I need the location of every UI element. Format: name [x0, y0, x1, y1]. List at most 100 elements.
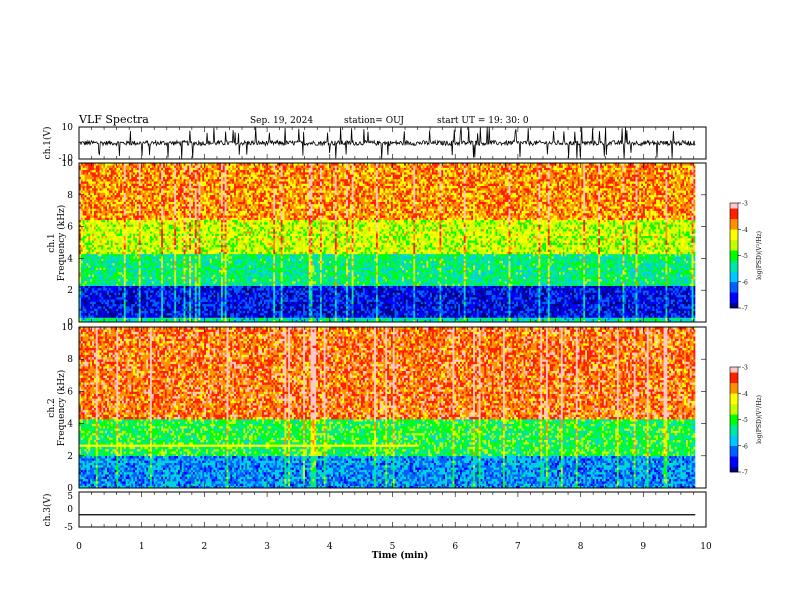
spectrogram-cell	[113, 181, 115, 184]
spectrogram-cell	[141, 258, 143, 261]
spectrogram-cell	[81, 308, 83, 311]
spectrogram-cell	[83, 204, 85, 207]
spectrogram-cell	[122, 306, 124, 309]
spectrogram-cell	[90, 208, 92, 211]
spectrogram-cell	[103, 302, 105, 305]
spectrogram-cell	[133, 183, 135, 186]
spectrogram-cell	[120, 193, 122, 196]
spectrogram-cell	[85, 204, 87, 207]
spectrogram-cell	[96, 193, 98, 196]
spectrogram-cell	[90, 304, 92, 307]
spectrogram-cell	[120, 279, 122, 282]
spectrogram-cell	[128, 311, 130, 314]
spectrogram-cell	[131, 308, 133, 311]
spectrogram-cell	[129, 233, 131, 236]
spectrogram-cell	[128, 261, 130, 264]
spectrogram-cell	[124, 202, 126, 205]
spectrogram-cell	[137, 174, 139, 177]
spectrogram-cell	[116, 261, 118, 264]
spectrogram-cell	[139, 193, 141, 196]
spectrogram-cell	[122, 183, 124, 186]
spectrogram-cell	[128, 208, 130, 211]
spectrogram-cell	[124, 270, 126, 273]
spectrogram-cell	[101, 233, 103, 236]
spectrogram-cell	[92, 272, 94, 275]
spectrogram-cell	[88, 290, 90, 293]
spectrogram-cell	[92, 302, 94, 305]
spectrogram-cell	[92, 190, 94, 193]
spectrogram-cell	[109, 165, 111, 168]
spectrogram-cell	[105, 256, 107, 259]
spectrogram-cell	[131, 258, 133, 261]
spectrogram-cell	[124, 263, 126, 266]
spectrogram-cell	[139, 290, 141, 293]
spectrogram-cell	[118, 258, 120, 261]
spectrogram-cell	[94, 229, 96, 232]
spectrogram-cell	[133, 249, 135, 252]
spectrogram-cell	[114, 286, 116, 289]
spectrogram-cell	[88, 199, 90, 202]
spectrogram-cell	[96, 215, 98, 218]
spectrogram-cell	[124, 317, 126, 320]
spectrogram-cell	[114, 202, 116, 205]
spectrogram-cell	[139, 172, 141, 175]
spectrogram-cell	[126, 211, 128, 214]
spectrogram-cell	[98, 267, 100, 270]
spectrogram-cell	[86, 240, 88, 243]
spectrogram-cell	[139, 165, 141, 168]
spectrogram-cell	[90, 270, 92, 273]
spectrogram-cell	[100, 186, 102, 189]
spectrogram-cell	[137, 265, 139, 268]
spectrogram-cell	[116, 254, 118, 257]
spectrogram-cell	[107, 302, 109, 305]
spectrogram-cell	[94, 227, 96, 230]
spectrogram-cell	[114, 295, 116, 298]
spectrogram-cell	[118, 279, 120, 282]
spectrogram-cell	[116, 243, 118, 246]
spectrogram-cell	[139, 308, 141, 311]
spectrogram-cell	[139, 220, 141, 223]
spectrogram-cell	[105, 224, 107, 227]
spectrogram-cell	[141, 227, 143, 230]
spectrogram-cell	[133, 267, 135, 270]
spectrogram-cell	[113, 272, 115, 275]
spectrogram-cell	[126, 263, 128, 266]
spectrogram-cell	[135, 252, 137, 255]
spectrogram-cell	[94, 199, 96, 202]
spectrogram-cell	[86, 202, 88, 205]
spectrogram-cell	[96, 272, 98, 275]
spectrogram-cell	[105, 295, 107, 298]
spectrogram-cell	[120, 190, 122, 193]
spectrogram-cell	[118, 261, 120, 264]
spectrogram-cell	[113, 311, 115, 314]
spectrogram-cell	[114, 188, 116, 191]
spectrogram-cell	[131, 236, 133, 239]
spectrogram-cell	[105, 227, 107, 230]
spectrogram-cell	[81, 206, 83, 209]
spectrogram-cell	[135, 263, 137, 266]
spectrogram-cell	[81, 254, 83, 257]
spectrogram-cell	[103, 227, 105, 230]
spectrogram-cell	[92, 236, 94, 239]
spectrogram-cell	[85, 286, 87, 289]
spectrogram-cell	[101, 311, 103, 314]
spectrogram-cell	[124, 222, 126, 225]
spectrogram-cell	[118, 215, 120, 218]
spectrogram-cell	[81, 317, 83, 320]
spectrogram-cell	[128, 211, 130, 214]
spectrogram-cell	[126, 295, 128, 298]
spectrogram-cell	[90, 295, 92, 298]
spectrogram-cell	[107, 188, 109, 191]
spectrogram-cell	[86, 172, 88, 175]
spectrogram-cell	[128, 181, 130, 184]
spectrogram-cell	[135, 283, 137, 286]
spectrogram-cell	[96, 306, 98, 309]
spectrogram-cell	[101, 302, 103, 305]
spectrogram-cell	[129, 292, 131, 295]
spectrogram-cell	[90, 204, 92, 207]
spectrogram-cell	[111, 233, 113, 236]
spectrogram-cell	[131, 245, 133, 248]
spectrogram-cell	[94, 243, 96, 246]
spectrogram-cell	[139, 247, 141, 250]
spectrogram-cell	[88, 229, 90, 232]
